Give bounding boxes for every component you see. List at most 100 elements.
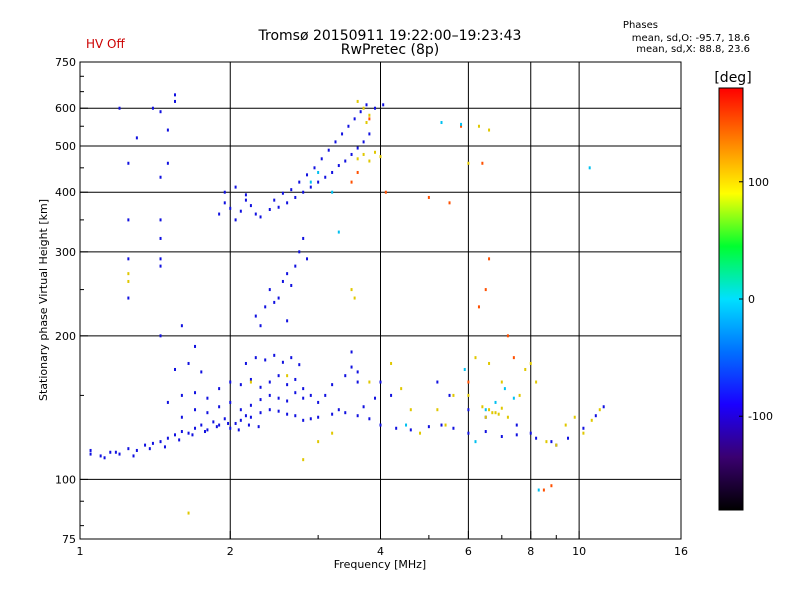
x-axis-ticks: 1 2 4 6 8 10 16 <box>77 531 688 558</box>
data-point <box>515 433 518 437</box>
data-point <box>350 365 353 369</box>
data-point <box>309 417 312 421</box>
data-point <box>273 353 276 357</box>
data-point <box>103 456 106 460</box>
data-point <box>257 425 260 429</box>
data-point <box>306 257 309 261</box>
x-tick-label: 16 <box>674 545 688 558</box>
data-point <box>382 103 385 107</box>
data-point <box>564 423 567 427</box>
data-point <box>218 405 221 409</box>
data-point <box>148 447 151 451</box>
data-point <box>277 296 280 300</box>
data-point <box>277 374 280 378</box>
data-point <box>488 257 491 261</box>
data-point <box>436 408 439 412</box>
data-point <box>481 405 484 409</box>
data-point <box>444 423 447 427</box>
colorbar-ticks: 100 0 -100 <box>739 176 773 423</box>
data-point <box>127 257 130 261</box>
data-point <box>350 288 353 292</box>
data-point <box>448 393 451 397</box>
data-point <box>286 399 289 403</box>
data-point <box>463 367 466 371</box>
data-point <box>379 423 382 427</box>
data-point <box>212 420 215 424</box>
data-point <box>254 212 257 216</box>
data-point <box>200 370 203 374</box>
y-tick-label: 100 <box>55 473 76 486</box>
data-point <box>173 93 176 97</box>
data-point <box>488 361 491 365</box>
hv-status: HV Off <box>86 37 125 51</box>
data-point <box>481 161 484 165</box>
data-point <box>350 152 353 156</box>
data-point <box>159 236 162 240</box>
chart-title-line1: Tromsø 20150911 19:22:00–19:23:43 <box>258 28 522 44</box>
data-point <box>436 380 439 384</box>
data-point <box>390 361 393 365</box>
data-point <box>244 198 247 202</box>
data-point <box>467 408 470 412</box>
data-point <box>550 440 553 444</box>
data-point <box>127 447 130 451</box>
data-point <box>484 415 487 419</box>
data-point <box>567 436 570 440</box>
data-point <box>159 440 162 444</box>
data-point <box>506 415 509 419</box>
data-point <box>419 431 422 435</box>
data-point <box>290 356 293 360</box>
data-point <box>259 215 262 219</box>
data-point <box>515 423 518 427</box>
data-point <box>173 367 176 371</box>
data-point <box>529 431 532 435</box>
data-point <box>467 431 470 435</box>
data-point <box>166 161 169 165</box>
data-point <box>254 314 257 318</box>
data-point <box>206 396 209 400</box>
data-point <box>440 423 443 427</box>
data-point <box>448 201 451 205</box>
data-point <box>244 414 247 418</box>
data-point <box>277 409 280 413</box>
data-point <box>286 374 289 378</box>
data-point <box>206 428 209 432</box>
data-point <box>362 405 365 409</box>
data-point <box>215 425 218 429</box>
data-point <box>286 319 289 323</box>
data-point <box>166 436 169 440</box>
data-point <box>159 334 162 338</box>
data-point <box>166 400 169 404</box>
data-point <box>337 230 340 234</box>
data-point <box>151 441 154 445</box>
data-point <box>545 440 548 444</box>
data-point <box>302 458 305 462</box>
data-point <box>268 380 271 384</box>
data-point <box>281 279 284 283</box>
data-point <box>497 412 500 416</box>
data-point <box>503 387 506 391</box>
data-point <box>234 218 237 222</box>
data-point <box>317 180 320 184</box>
plot-points <box>89 93 605 515</box>
data-point <box>259 398 262 402</box>
colorbar-tick-label: -100 <box>748 410 773 423</box>
data-point <box>239 418 242 422</box>
data-point <box>264 305 267 309</box>
data-point <box>194 426 197 430</box>
data-point <box>286 201 289 205</box>
data-point <box>194 391 197 395</box>
data-point <box>294 391 297 395</box>
data-point <box>268 207 271 211</box>
data-point <box>159 218 162 222</box>
data-point <box>368 113 371 117</box>
data-point <box>244 193 247 197</box>
y-tick-label: 500 <box>55 140 76 153</box>
data-point <box>494 411 497 415</box>
data-point <box>249 403 252 407</box>
data-point <box>573 415 576 419</box>
data-point <box>356 170 359 174</box>
data-point <box>368 380 371 384</box>
data-point <box>331 190 334 194</box>
data-point <box>298 180 301 184</box>
